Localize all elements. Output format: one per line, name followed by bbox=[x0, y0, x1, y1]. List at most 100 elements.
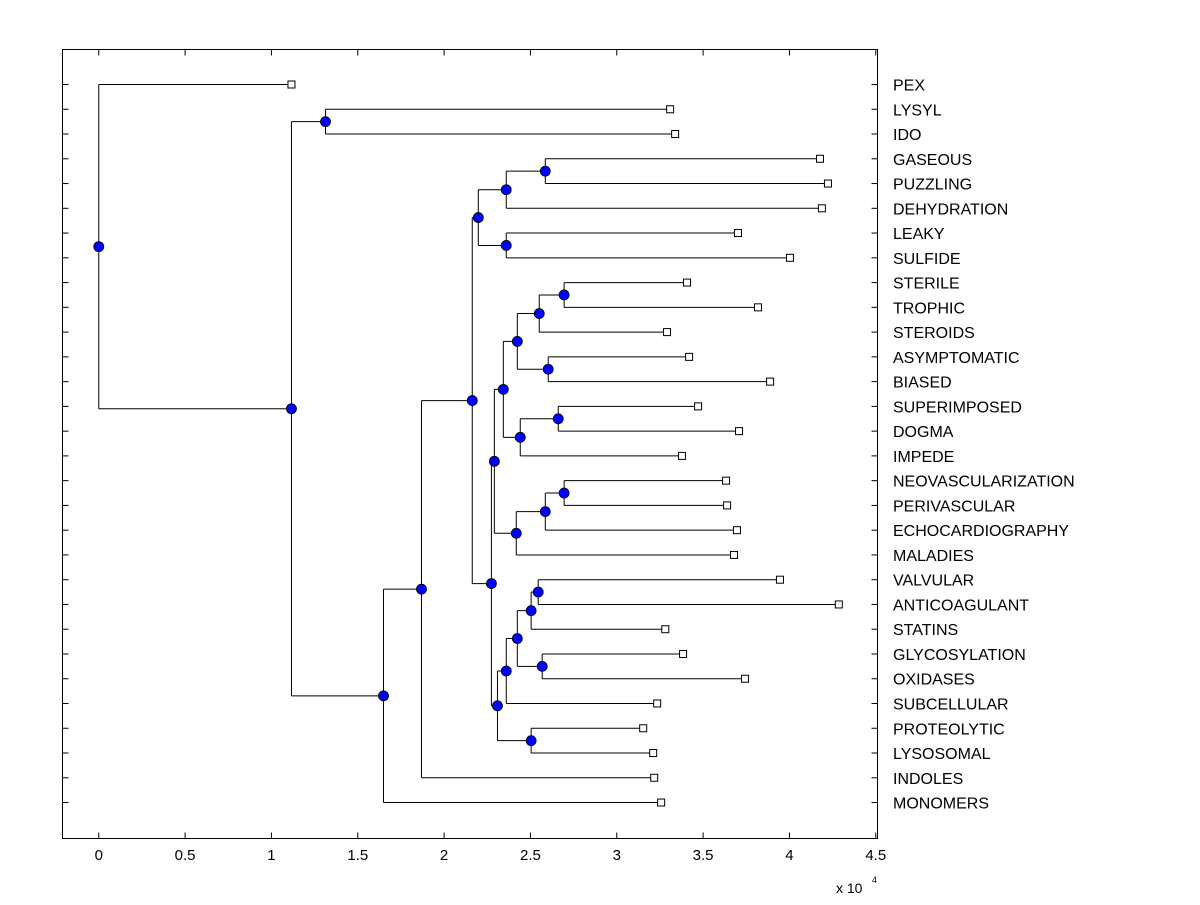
branch-node-marker bbox=[488, 455, 500, 467]
leaf-label: STERILE bbox=[893, 276, 960, 293]
branch-node-marker bbox=[539, 506, 551, 518]
leaf-label: DEHYDRATION bbox=[893, 201, 1008, 218]
leaf-node-marker bbox=[671, 130, 680, 139]
leaf-node-marker bbox=[639, 724, 648, 733]
branch-node-marker bbox=[558, 289, 570, 301]
x-tick-label: 1.5 bbox=[347, 847, 368, 864]
leaf-labels: PEX LYSYL IDO GASEOUS PUZZLING DEHYDRATION LEA… bbox=[893, 78, 1075, 813]
x-tick-label: 3 bbox=[613, 847, 621, 864]
x-exponent-label: x 10 bbox=[836, 880, 863, 896]
leaf-node-marker bbox=[666, 105, 675, 114]
axes-box bbox=[62, 49, 878, 839]
leaf-node-marker bbox=[834, 600, 843, 609]
x-tick-labels: 0 0.5 1 1.5 2 2.5 3 3.5 4 4.5 bbox=[95, 847, 887, 864]
leaf-node-marker bbox=[679, 649, 688, 658]
leaf-node-marker bbox=[816, 154, 825, 163]
branch-node-marker bbox=[472, 212, 484, 223]
leaf-label: ECHOCARDIOGRAPHY bbox=[893, 523, 1069, 540]
leaf-label: STATINS bbox=[893, 622, 958, 639]
branch-node-marker bbox=[492, 700, 503, 712]
leaf-node-marker bbox=[723, 501, 732, 510]
leaf-node-marker bbox=[649, 749, 658, 758]
leaf-label: IDO bbox=[893, 127, 921, 144]
leaf-node-marker bbox=[661, 625, 670, 634]
leaf-label: LYSOSOMAL bbox=[893, 746, 991, 763]
branch-node-marker bbox=[558, 487, 570, 499]
leaf-node-marker bbox=[287, 80, 296, 89]
leaf-label: ASYMPTOMATIC bbox=[893, 350, 1020, 367]
leaf-label: SULFIDE bbox=[893, 251, 961, 268]
branch-node-marker bbox=[500, 240, 512, 251]
leaf-node-marker bbox=[657, 798, 666, 807]
branch-node-marker bbox=[532, 586, 544, 598]
leaf-label: STEROIDS bbox=[893, 325, 975, 342]
branch-node-marker bbox=[533, 308, 545, 319]
branch-node-marker bbox=[536, 660, 548, 672]
branch-node-marker bbox=[514, 431, 526, 443]
leaf-node-marker bbox=[650, 773, 659, 782]
leaf-node-marker bbox=[730, 550, 739, 559]
leaf-node-marker bbox=[678, 451, 687, 460]
leaf-node-marker bbox=[754, 303, 763, 312]
leaf-node-marker bbox=[732, 526, 741, 535]
branch-node-marker bbox=[486, 578, 497, 589]
tree-nodes bbox=[93, 80, 843, 807]
leaf-node-marker bbox=[694, 402, 703, 411]
branch-node-marker bbox=[511, 335, 523, 347]
leaf-node-marker bbox=[775, 575, 784, 584]
leaf-label: PROTEOLYTIC bbox=[893, 721, 1005, 738]
x-tick-label: 2.5 bbox=[520, 847, 541, 864]
branch-node-marker bbox=[416, 583, 427, 595]
axis-ticks bbox=[62, 49, 878, 839]
leaf-label: INDOLES bbox=[893, 771, 963, 788]
x-exponent: 4 bbox=[872, 875, 877, 885]
leaf-node-marker bbox=[766, 377, 775, 386]
leaf-label: LYSYL bbox=[893, 102, 942, 119]
branch-node-marker bbox=[500, 184, 512, 196]
leaf-label: SUPERIMPOSED bbox=[893, 399, 1022, 416]
leaf-node-marker bbox=[735, 427, 744, 436]
x-tick-label: 2 bbox=[440, 847, 448, 864]
leaf-node-marker bbox=[785, 253, 794, 262]
leaf-label: GLYCOSYLATION bbox=[893, 647, 1026, 664]
branch-node-marker bbox=[552, 413, 564, 425]
branch-node-marker bbox=[542, 363, 554, 375]
branch-node-marker bbox=[511, 633, 523, 644]
leaf-label: PEX bbox=[893, 78, 925, 95]
leaf-label: BIASED bbox=[893, 375, 952, 392]
branch-node-marker bbox=[500, 665, 512, 677]
leaf-label: GASEOUS bbox=[893, 152, 972, 169]
branch-node-marker bbox=[525, 735, 537, 747]
branch-node-marker bbox=[466, 395, 478, 406]
leaf-node-marker bbox=[685, 352, 694, 361]
leaf-node-marker bbox=[741, 674, 750, 683]
branch-node-marker bbox=[320, 116, 331, 128]
x-tick-label: 4 bbox=[785, 847, 793, 864]
branch-node-marker bbox=[539, 165, 551, 177]
branch-node-marker bbox=[525, 605, 537, 617]
leaf-label: PERIVASCULAR bbox=[893, 498, 1015, 515]
leaf-label: SUBCELLULAR bbox=[893, 697, 1009, 714]
leaf-node-marker bbox=[683, 278, 692, 287]
branch-node-marker bbox=[497, 383, 509, 395]
leaf-node-marker bbox=[817, 204, 826, 213]
x-tick-label: 0 bbox=[95, 847, 103, 864]
leaf-label: IMPEDE bbox=[893, 449, 954, 466]
leaf-node-marker bbox=[663, 328, 672, 337]
x-tick-label: 3.5 bbox=[693, 847, 714, 864]
leaf-node-marker bbox=[722, 476, 731, 485]
x-tick-label: 0.5 bbox=[175, 847, 196, 864]
leaf-node-marker bbox=[823, 179, 832, 188]
leaf-label: ANTICOAGULANT bbox=[893, 597, 1029, 614]
leaf-label: LEAKY bbox=[893, 226, 945, 243]
x-tick-label: 4.5 bbox=[865, 847, 886, 864]
branch-node-marker bbox=[378, 690, 389, 702]
leaf-label: OXIDASES bbox=[893, 672, 975, 689]
leaf-label: NEOVASCULARIZATION bbox=[893, 474, 1075, 491]
leaf-label: TROPHIC bbox=[893, 300, 965, 317]
leaf-node-marker bbox=[653, 699, 662, 708]
leaf-label: VALVULAR bbox=[893, 573, 974, 590]
leaf-label: DOGMA bbox=[893, 424, 954, 441]
x-tick-label: 1 bbox=[267, 847, 275, 864]
